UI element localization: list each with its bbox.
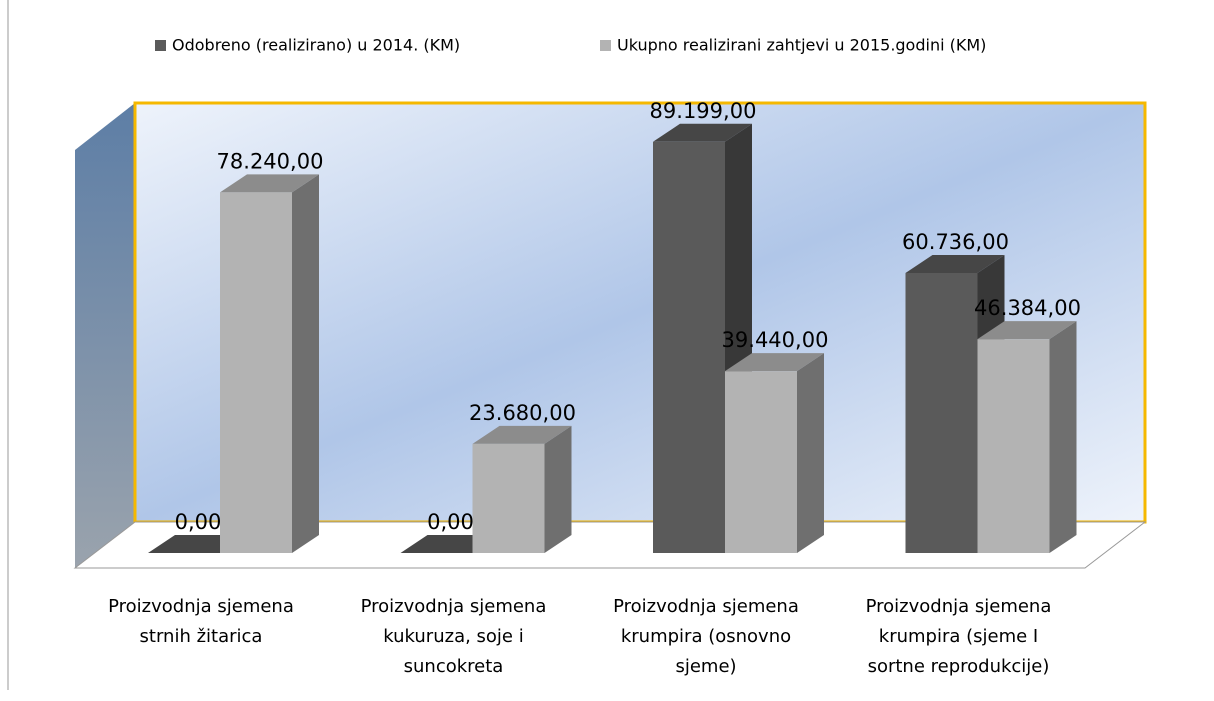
value-label: 0,00 [427, 510, 474, 534]
value-label: 46.384,00 [974, 296, 1081, 320]
value-label: 39.440,00 [722, 328, 829, 352]
bar-side [797, 353, 824, 553]
bar-top [977, 321, 1077, 340]
legend-label: Odobreno (realizirano) u 2014. (KM) [172, 36, 460, 55]
bar-top [653, 123, 752, 142]
category-label: Proizvodnja sjemena [108, 596, 294, 617]
category-label: strnih žitarica [140, 626, 263, 647]
value-label: 0,00 [175, 510, 222, 534]
category-label: suncokreta [404, 656, 504, 677]
value-label: 78.240,00 [217, 149, 324, 173]
bar [472, 443, 545, 553]
legend-swatch [155, 40, 166, 51]
category-label: sjeme) [675, 656, 736, 677]
category-label: krumpira (sjeme I [879, 626, 1038, 647]
bar [220, 192, 292, 553]
bar-top [725, 353, 824, 372]
bar [905, 273, 978, 553]
category-label: Proizvodnja sjemena [361, 596, 547, 617]
bar [725, 371, 797, 553]
value-label: 23.680,00 [469, 401, 576, 425]
category-label: kukuruza, soje i [383, 626, 523, 647]
bar-top [220, 174, 319, 193]
value-label: 89.199,00 [650, 99, 757, 123]
bar-side [1049, 321, 1077, 553]
side-wall [75, 103, 135, 568]
bar-side [544, 425, 572, 553]
bar [977, 339, 1050, 553]
floor [73, 521, 1147, 569]
bar-top [905, 255, 1005, 274]
bar [653, 141, 725, 553]
category-label: krumpira (osnovno [621, 626, 791, 647]
bar-side [292, 174, 319, 553]
legend-swatch [600, 40, 611, 51]
bar-top [472, 425, 572, 444]
category-label: Proizvodnja sjemena [866, 596, 1052, 617]
legend-label: Ukupno realizirani zahtjevi u 2015.godin… [617, 36, 986, 55]
category-label: sortne reprodukcije) [868, 656, 1050, 677]
value-label: 60.736,00 [902, 230, 1009, 254]
category-label: Proizvodnja sjemena [613, 596, 799, 617]
